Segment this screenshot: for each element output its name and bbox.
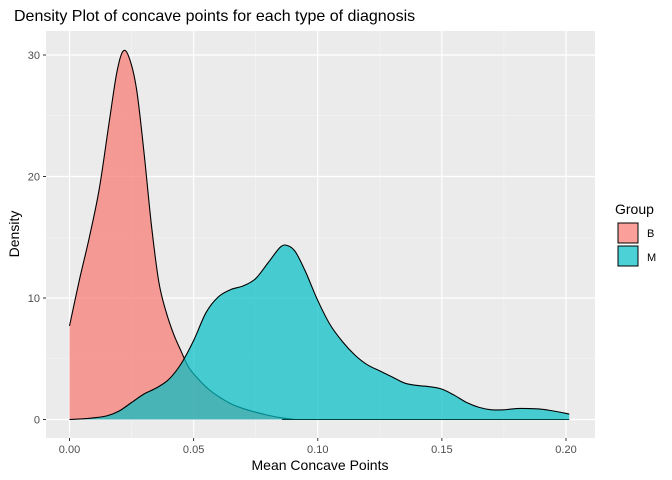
legend-label-m: M xyxy=(647,252,656,264)
legend-label-b: B xyxy=(647,228,654,240)
x-axis-title: Mean Concave Points xyxy=(252,457,389,473)
x-tick-label: 0.15 xyxy=(431,444,452,456)
density-area-m xyxy=(69,244,570,420)
legend: Group B M xyxy=(615,201,656,267)
x-tick-label: 0.00 xyxy=(59,444,80,456)
x-axis: 0.00 0.05 0.10 0.15 0.20 xyxy=(59,438,577,456)
y-tick-label: 30 xyxy=(28,50,40,62)
series-layer xyxy=(68,49,570,421)
y-axis: 0 10 20 30 xyxy=(28,50,46,427)
x-tick-label: 0.05 xyxy=(183,444,204,456)
legend-key-b xyxy=(617,222,639,244)
y-tick-label: 0 xyxy=(34,415,40,427)
legend-key-m xyxy=(617,245,639,267)
chart-title: Density Plot of concave points for each … xyxy=(14,8,415,25)
x-tick-label: 0.10 xyxy=(307,444,328,456)
density-line-m xyxy=(69,244,570,421)
x-tick-label: 0.20 xyxy=(555,444,576,456)
density-area-b xyxy=(69,50,570,420)
y-axis-title: Density xyxy=(6,211,22,258)
y-tick-label: 20 xyxy=(28,172,40,184)
y-tick-label: 10 xyxy=(28,293,40,305)
legend-title: Group xyxy=(615,201,654,217)
